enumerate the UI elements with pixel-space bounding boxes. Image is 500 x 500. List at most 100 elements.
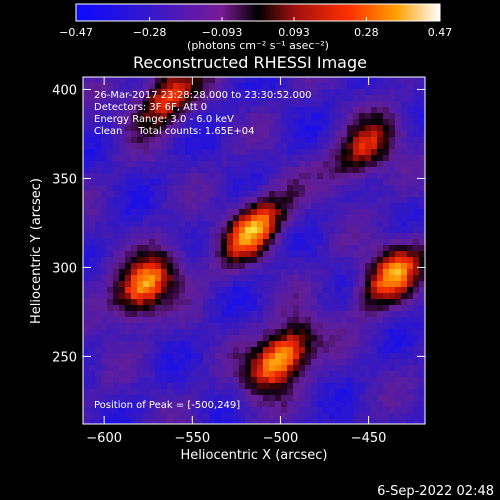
heatmap-cell (167, 83, 173, 89)
heatmap-cell (239, 95, 245, 101)
heatmap-cell (365, 299, 371, 305)
heatmap-cell (197, 359, 203, 365)
heatmap-cell (179, 233, 185, 239)
heatmap-cell (185, 353, 191, 359)
heatmap-cell (365, 215, 371, 221)
heatmap-cell (161, 275, 167, 281)
heatmap-cell (101, 143, 107, 149)
heatmap-cell (245, 149, 251, 155)
heatmap-cell (347, 341, 353, 347)
heatmap-cell (341, 317, 347, 323)
heatmap-cell (251, 185, 257, 191)
heatmap-cell (347, 215, 353, 221)
heatmap-cell (299, 215, 305, 221)
heatmap-cell (317, 233, 323, 239)
heatmap-cell (233, 221, 239, 227)
heatmap-cell (413, 209, 419, 215)
heatmap-cell (395, 353, 401, 359)
heatmap-cell (359, 95, 365, 101)
heatmap-cell (323, 401, 329, 407)
heatmap-cell (341, 407, 347, 413)
heatmap-cell (101, 185, 107, 191)
heatmap-cell (281, 221, 287, 227)
colorbar-tick-label: −0.28 (133, 26, 167, 39)
heatmap-cell (95, 101, 101, 107)
heatmap-cell (407, 305, 413, 311)
heatmap-cell (185, 173, 191, 179)
heatmap-cell (113, 407, 119, 413)
heatmap-cell (233, 227, 239, 233)
heatmap-cell (161, 197, 167, 203)
heatmap-cell (401, 239, 407, 245)
heatmap-cell (341, 257, 347, 263)
heatmap-cell (119, 353, 125, 359)
heatmap-cell (359, 131, 365, 137)
heatmap-cell (365, 83, 371, 89)
heatmap-cell (311, 269, 317, 275)
heatmap-cell (83, 155, 89, 161)
heatmap-cell (383, 77, 389, 83)
heatmap-cell (107, 227, 113, 233)
heatmap-cell (293, 317, 299, 323)
heatmap-cell (419, 155, 425, 161)
heatmap-cell (191, 113, 197, 119)
heatmap-cell (209, 389, 215, 395)
heatmap-cell (287, 407, 293, 413)
heatmap-cell (419, 383, 425, 389)
heatmap-cell (185, 263, 191, 269)
heatmap-cell (257, 173, 263, 179)
heatmap-cell (365, 335, 371, 341)
heatmap-cell (317, 329, 323, 335)
heatmap-cell (227, 383, 233, 389)
heatmap-cell (161, 179, 167, 185)
heatmap-cell (131, 245, 137, 251)
heatmap-cell (299, 287, 305, 293)
heatmap-cell (293, 203, 299, 209)
heatmap-cell (407, 359, 413, 365)
heatmap-cell (245, 353, 251, 359)
heatmap-cell (167, 185, 173, 191)
heatmap-cell (251, 401, 257, 407)
heatmap-cell (281, 293, 287, 299)
heatmap-cell (293, 191, 299, 197)
heatmap-cell (311, 227, 317, 233)
heatmap-cell (401, 329, 407, 335)
heatmap-cell (275, 377, 281, 383)
heatmap-cell (281, 137, 287, 143)
heatmap-cell (227, 239, 233, 245)
heatmap-cell (401, 389, 407, 395)
heatmap-cell (215, 209, 221, 215)
heatmap-cell (389, 299, 395, 305)
heatmap-cell (359, 143, 365, 149)
heatmap-cell (371, 167, 377, 173)
heatmap-cell (353, 353, 359, 359)
heatmap-cell (131, 209, 137, 215)
heatmap-cell (389, 161, 395, 167)
heatmap-cell (95, 371, 101, 377)
heatmap-cell (419, 299, 425, 305)
heatmap-cell (389, 251, 395, 257)
heatmap-cell (329, 395, 335, 401)
heatmap-cell (107, 155, 113, 161)
heatmap-cell (377, 215, 383, 221)
heatmap-cell (101, 167, 107, 173)
heatmap-cell (197, 275, 203, 281)
heatmap-cell (299, 383, 305, 389)
heatmap-cell (263, 269, 269, 275)
heatmap-cell (377, 377, 383, 383)
heatmap-cell (323, 371, 329, 377)
heatmap-cell (137, 365, 143, 371)
heatmap-cell (221, 215, 227, 221)
heatmap-cell (335, 245, 341, 251)
heatmap-cell (233, 263, 239, 269)
heatmap-cell (413, 347, 419, 353)
heatmap-cell (359, 107, 365, 113)
heatmap-cell (239, 383, 245, 389)
heatmap-cell (299, 185, 305, 191)
heatmap-cell (215, 389, 221, 395)
heatmap-cell (119, 77, 125, 83)
heatmap-cell (311, 395, 317, 401)
heatmap-cell (389, 167, 395, 173)
heatmap-cell (353, 251, 359, 257)
heatmap-cell (395, 95, 401, 101)
